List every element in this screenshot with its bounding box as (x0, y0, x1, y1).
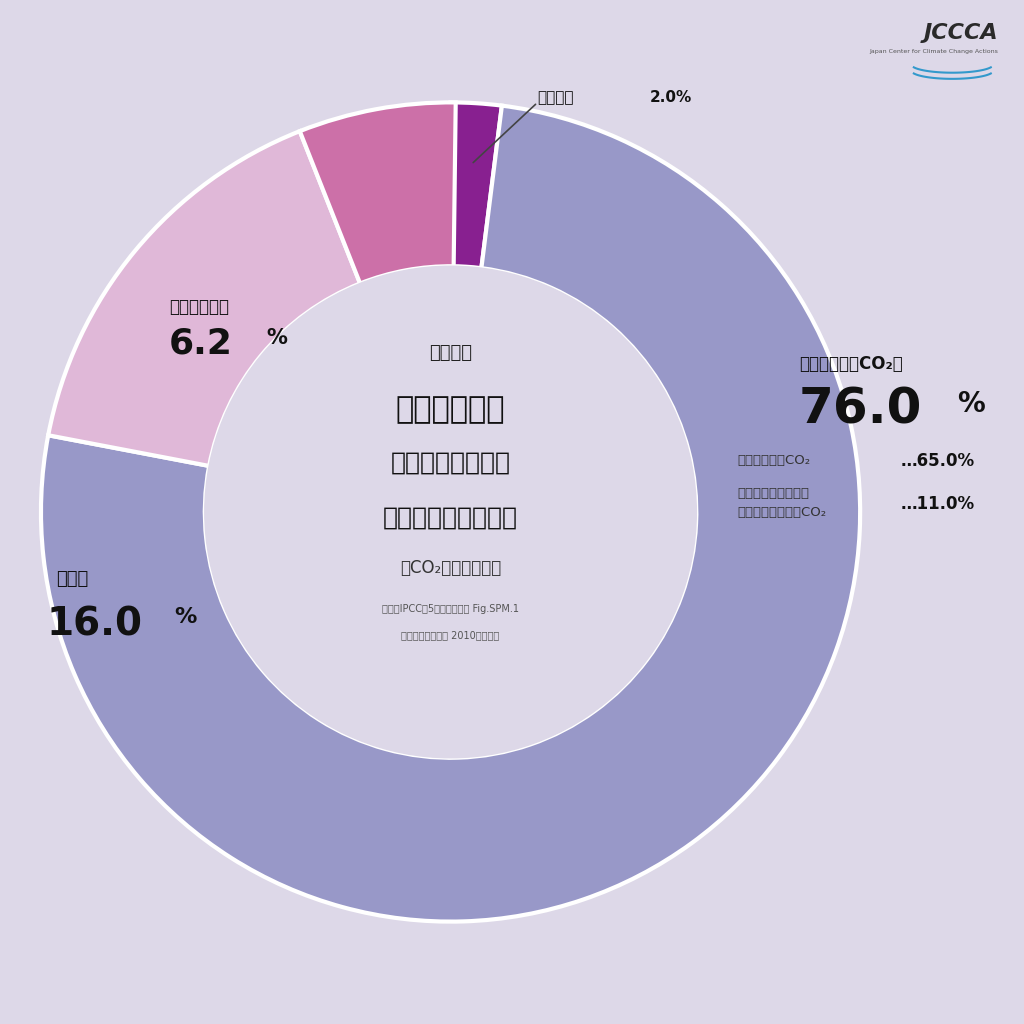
Text: 山火事などによるCO₂: 山火事などによるCO₂ (737, 506, 826, 518)
Text: フロン類: フロン類 (538, 90, 574, 104)
Text: 出典：IPCC第5次評価報告書 Fig.SPM.1: 出典：IPCC第5次評価報告書 Fig.SPM.1 (382, 604, 519, 614)
Wedge shape (48, 131, 360, 466)
Text: 各種ガスの排出量 2010年の割合: 各種ガスの排出量 2010年の割合 (401, 630, 500, 640)
Text: %: % (266, 328, 287, 348)
Circle shape (205, 266, 696, 758)
Text: …65.0%: …65.0% (901, 452, 975, 470)
Text: ガス別排出量の内訳: ガス別排出量の内訳 (383, 505, 518, 529)
Text: 温室効果ガス: 温室効果ガス (396, 395, 505, 424)
Text: Japan Center for Climate Change Actions: Japan Center for Climate Change Actions (869, 49, 998, 54)
Text: 一酸化二窒素: 一酸化二窒素 (169, 298, 229, 316)
Text: 2.0%: 2.0% (650, 90, 692, 104)
Text: 76.0: 76.0 (799, 386, 922, 433)
Text: 16.0: 16.0 (46, 605, 142, 644)
Text: （CO₂換算ベース）: （CO₂換算ベース） (400, 559, 501, 578)
Text: JCCCA: JCCCA (924, 23, 998, 43)
Text: メタン: メタン (56, 569, 88, 588)
Wedge shape (41, 105, 860, 922)
Text: 総排出量に占める: 総排出量に占める (390, 451, 511, 475)
Text: …11.0%: …11.0% (901, 495, 975, 513)
Text: %: % (957, 390, 985, 419)
Text: 6.2: 6.2 (169, 326, 232, 360)
Text: 森林破壊や森林劣化: 森林破壊や森林劣化 (737, 487, 809, 500)
Text: 化石燃料起源CO₂: 化石燃料起源CO₂ (737, 455, 810, 467)
Text: %: % (174, 607, 197, 628)
Wedge shape (300, 102, 456, 284)
Wedge shape (451, 102, 502, 268)
Text: 人為起源: 人為起源 (429, 344, 472, 362)
Text: 二酸化炭素（CO₂）: 二酸化炭素（CO₂） (799, 354, 902, 373)
